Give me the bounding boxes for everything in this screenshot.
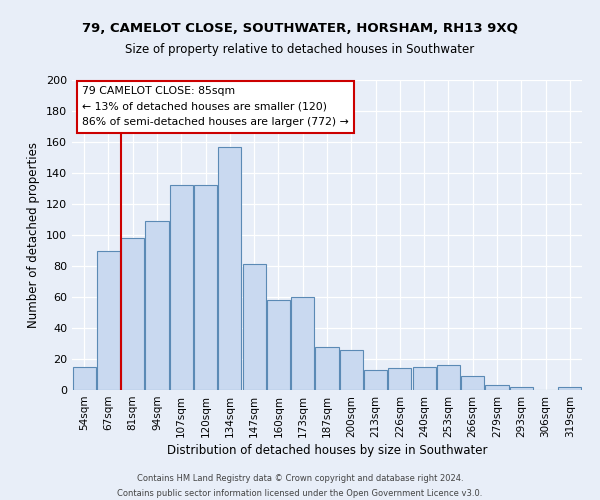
Bar: [340, 350, 363, 390]
Bar: [194, 186, 217, 390]
Bar: [485, 386, 509, 390]
Text: 79, CAMELOT CLOSE, SOUTHWATER, HORSHAM, RH13 9XQ: 79, CAMELOT CLOSE, SOUTHWATER, HORSHAM, …: [82, 22, 518, 36]
Bar: [145, 221, 169, 390]
Bar: [461, 376, 484, 390]
Bar: [364, 370, 387, 390]
Bar: [291, 297, 314, 390]
Bar: [388, 368, 412, 390]
Bar: [316, 346, 338, 390]
Text: Contains public sector information licensed under the Open Government Licence v3: Contains public sector information licen…: [118, 489, 482, 498]
Bar: [437, 365, 460, 390]
Bar: [218, 146, 241, 390]
Bar: [413, 367, 436, 390]
Text: 79 CAMELOT CLOSE: 85sqm
← 13% of detached houses are smaller (120)
86% of semi-d: 79 CAMELOT CLOSE: 85sqm ← 13% of detache…: [82, 86, 349, 128]
Bar: [170, 186, 193, 390]
Y-axis label: Number of detached properties: Number of detached properties: [28, 142, 40, 328]
Bar: [510, 387, 533, 390]
Bar: [242, 264, 266, 390]
Bar: [559, 387, 581, 390]
Bar: [97, 250, 120, 390]
Text: Size of property relative to detached houses in Southwater: Size of property relative to detached ho…: [125, 42, 475, 56]
Bar: [121, 238, 144, 390]
X-axis label: Distribution of detached houses by size in Southwater: Distribution of detached houses by size …: [167, 444, 487, 457]
Bar: [267, 300, 290, 390]
Text: Contains HM Land Registry data © Crown copyright and database right 2024.: Contains HM Land Registry data © Crown c…: [137, 474, 463, 483]
Bar: [73, 367, 95, 390]
